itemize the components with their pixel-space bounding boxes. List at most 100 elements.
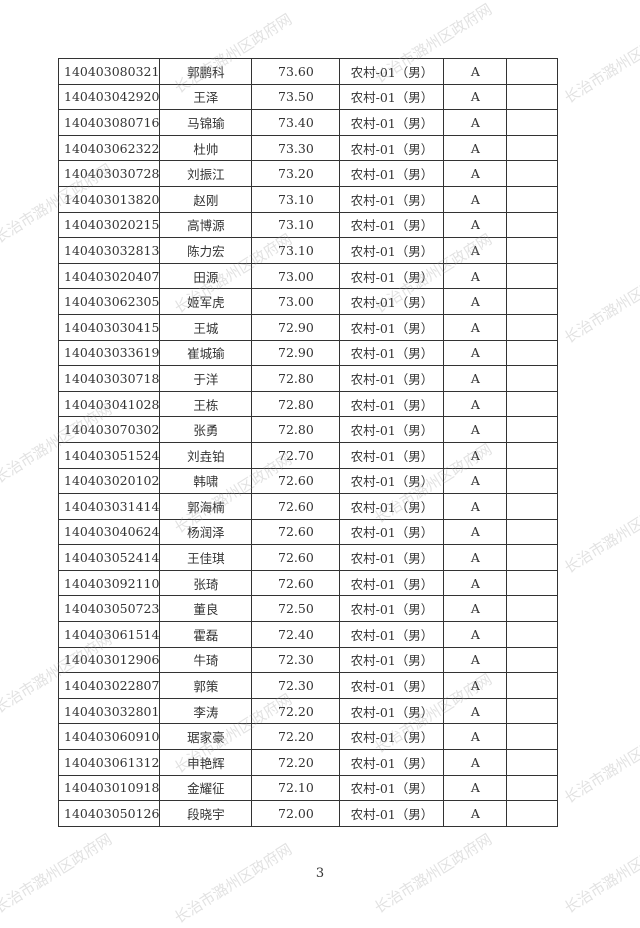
position-cell: 农村-01（男） bbox=[339, 467, 445, 495]
position-cell: 农村-01（男） bbox=[339, 390, 445, 418]
candidate-id-cell: 140403050126 bbox=[57, 800, 161, 827]
table-row: 140403020102 韩啸 72.60 农村-01（男） A bbox=[57, 467, 559, 495]
position-cell: 农村-01（男） bbox=[339, 569, 445, 597]
candidate-id-cell: 140403020102 bbox=[57, 467, 161, 495]
table-row: 140403050723 董良 72.50 农村-01（男） A bbox=[57, 595, 559, 623]
score-cell: 72.50 bbox=[251, 595, 341, 623]
grade-cell: A bbox=[443, 672, 508, 699]
grade-cell: A bbox=[443, 467, 508, 495]
position-cell: 农村-01（男） bbox=[339, 518, 445, 546]
grade-cell: A bbox=[443, 365, 508, 392]
remark-cell bbox=[506, 288, 559, 315]
position-cell: 农村-01（男） bbox=[339, 416, 445, 443]
position-cell: 农村-01（男） bbox=[339, 493, 445, 520]
candidate-id-cell: 140403020215 bbox=[57, 211, 161, 239]
remark-cell bbox=[506, 544, 559, 571]
score-cell: 73.50 bbox=[251, 83, 341, 111]
candidate-name-cell: 王泽 bbox=[159, 83, 253, 111]
candidate-name-cell: 董良 bbox=[159, 595, 253, 623]
score-cell: 72.60 bbox=[251, 518, 341, 546]
score-cell: 72.80 bbox=[251, 390, 341, 418]
position-cell: 农村-01（男） bbox=[339, 774, 445, 802]
table-row: 140403012906 牛琦 72.30 农村-01（男） A bbox=[57, 646, 559, 674]
position-cell: 农村-01（男） bbox=[339, 749, 445, 776]
position-cell: 农村-01（男） bbox=[339, 595, 445, 623]
table-row: 140403032801 李涛 72.20 农村-01（男） A bbox=[57, 697, 559, 725]
grade-cell: A bbox=[443, 211, 508, 239]
grade-cell: A bbox=[443, 416, 508, 443]
remark-cell bbox=[506, 185, 559, 213]
remark-cell bbox=[506, 467, 559, 495]
grade-cell: A bbox=[443, 569, 508, 597]
position-cell: 农村-01（男） bbox=[339, 83, 445, 111]
remark-cell bbox=[506, 595, 559, 623]
remark-cell bbox=[506, 569, 559, 597]
table-row: 140403020407 田源 73.00 农村-01（男） A bbox=[57, 262, 559, 290]
remark-cell bbox=[506, 416, 559, 443]
score-cell: 73.10 bbox=[251, 211, 341, 239]
remark-cell bbox=[506, 621, 559, 648]
table-row: 140403060910 琚家豪 72.20 农村-01（男） A bbox=[57, 723, 559, 751]
candidate-id-cell: 140403040624 bbox=[57, 518, 161, 546]
candidate-id-cell: 140403030728 bbox=[57, 160, 161, 187]
table-row: 140403092110 张琦 72.60 农村-01（男） A bbox=[57, 569, 559, 597]
position-cell: 农村-01（男） bbox=[339, 134, 445, 162]
watermark: 长治市潞州区政府网 bbox=[561, 20, 640, 107]
table-row: 140403051524 刘垚铂 72.70 农村-01（男） A bbox=[57, 441, 559, 469]
score-cell: 72.30 bbox=[251, 672, 341, 699]
candidate-id-cell: 140403080321 bbox=[57, 58, 161, 85]
position-cell: 农村-01（男） bbox=[339, 313, 445, 341]
candidate-id-cell: 140403092110 bbox=[57, 569, 161, 597]
candidate-id-cell: 140403042920 bbox=[57, 83, 161, 111]
score-cell: 72.90 bbox=[251, 313, 341, 341]
remark-cell bbox=[506, 697, 559, 725]
position-cell: 农村-01（男） bbox=[339, 160, 445, 187]
candidate-id-cell: 140403032801 bbox=[57, 697, 161, 725]
candidate-id-cell: 140403032813 bbox=[57, 237, 161, 264]
remark-cell bbox=[506, 262, 559, 290]
candidate-name-cell: 刘垚铂 bbox=[159, 441, 253, 469]
grade-cell: A bbox=[443, 134, 508, 162]
grade-cell: A bbox=[443, 83, 508, 111]
score-cell: 73.00 bbox=[251, 288, 341, 315]
grade-cell: A bbox=[443, 58, 508, 85]
score-cell: 73.10 bbox=[251, 237, 341, 264]
position-cell: 农村-01（男） bbox=[339, 697, 445, 725]
remark-cell bbox=[506, 237, 559, 264]
remark-cell bbox=[506, 365, 559, 392]
candidate-id-cell: 140403051524 bbox=[57, 441, 161, 469]
position-cell: 农村-01（男） bbox=[339, 646, 445, 674]
table-row: 140403061514 霍磊 72.40 农村-01（男） A bbox=[57, 621, 559, 648]
score-cell: 72.90 bbox=[251, 339, 341, 367]
table-row: 140403010918 金耀征 72.10 农村-01（男） A bbox=[57, 774, 559, 802]
remark-cell bbox=[506, 518, 559, 546]
grade-cell: A bbox=[443, 544, 508, 571]
score-cell: 72.40 bbox=[251, 621, 341, 648]
score-cell: 72.60 bbox=[251, 544, 341, 571]
score-cell: 72.70 bbox=[251, 441, 341, 469]
grade-cell: A bbox=[443, 237, 508, 264]
candidate-name-cell: 马锦瑜 bbox=[159, 109, 253, 136]
score-cell: 72.60 bbox=[251, 569, 341, 597]
candidate-name-cell: 金耀征 bbox=[159, 774, 253, 802]
position-cell: 农村-01（男） bbox=[339, 441, 445, 469]
position-cell: 农村-01（男） bbox=[339, 800, 445, 827]
table-row: 140403040624 杨润泽 72.60 农村-01（男） A bbox=[57, 518, 559, 546]
remark-cell bbox=[506, 134, 559, 162]
watermark: 长治市潞州区政府网 bbox=[561, 260, 640, 347]
candidate-name-cell: 郭海楠 bbox=[159, 493, 253, 520]
grade-cell: A bbox=[443, 109, 508, 136]
candidate-id-cell: 140403061514 bbox=[57, 621, 161, 648]
score-cell: 72.00 bbox=[251, 800, 341, 827]
grade-cell: A bbox=[443, 749, 508, 776]
page-number: 3 bbox=[315, 866, 325, 881]
remark-cell bbox=[506, 109, 559, 136]
candidate-name-cell: 于洋 bbox=[159, 365, 253, 392]
candidate-name-cell: 张勇 bbox=[159, 416, 253, 443]
table-row: 140403042920 王泽 73.50 农村-01（男） A bbox=[57, 83, 559, 111]
grade-cell: A bbox=[443, 339, 508, 367]
candidate-id-cell: 140403041028 bbox=[57, 390, 161, 418]
remark-cell bbox=[506, 646, 559, 674]
candidate-name-cell: 杜帅 bbox=[159, 134, 253, 162]
candidate-name-cell: 王城 bbox=[159, 313, 253, 341]
